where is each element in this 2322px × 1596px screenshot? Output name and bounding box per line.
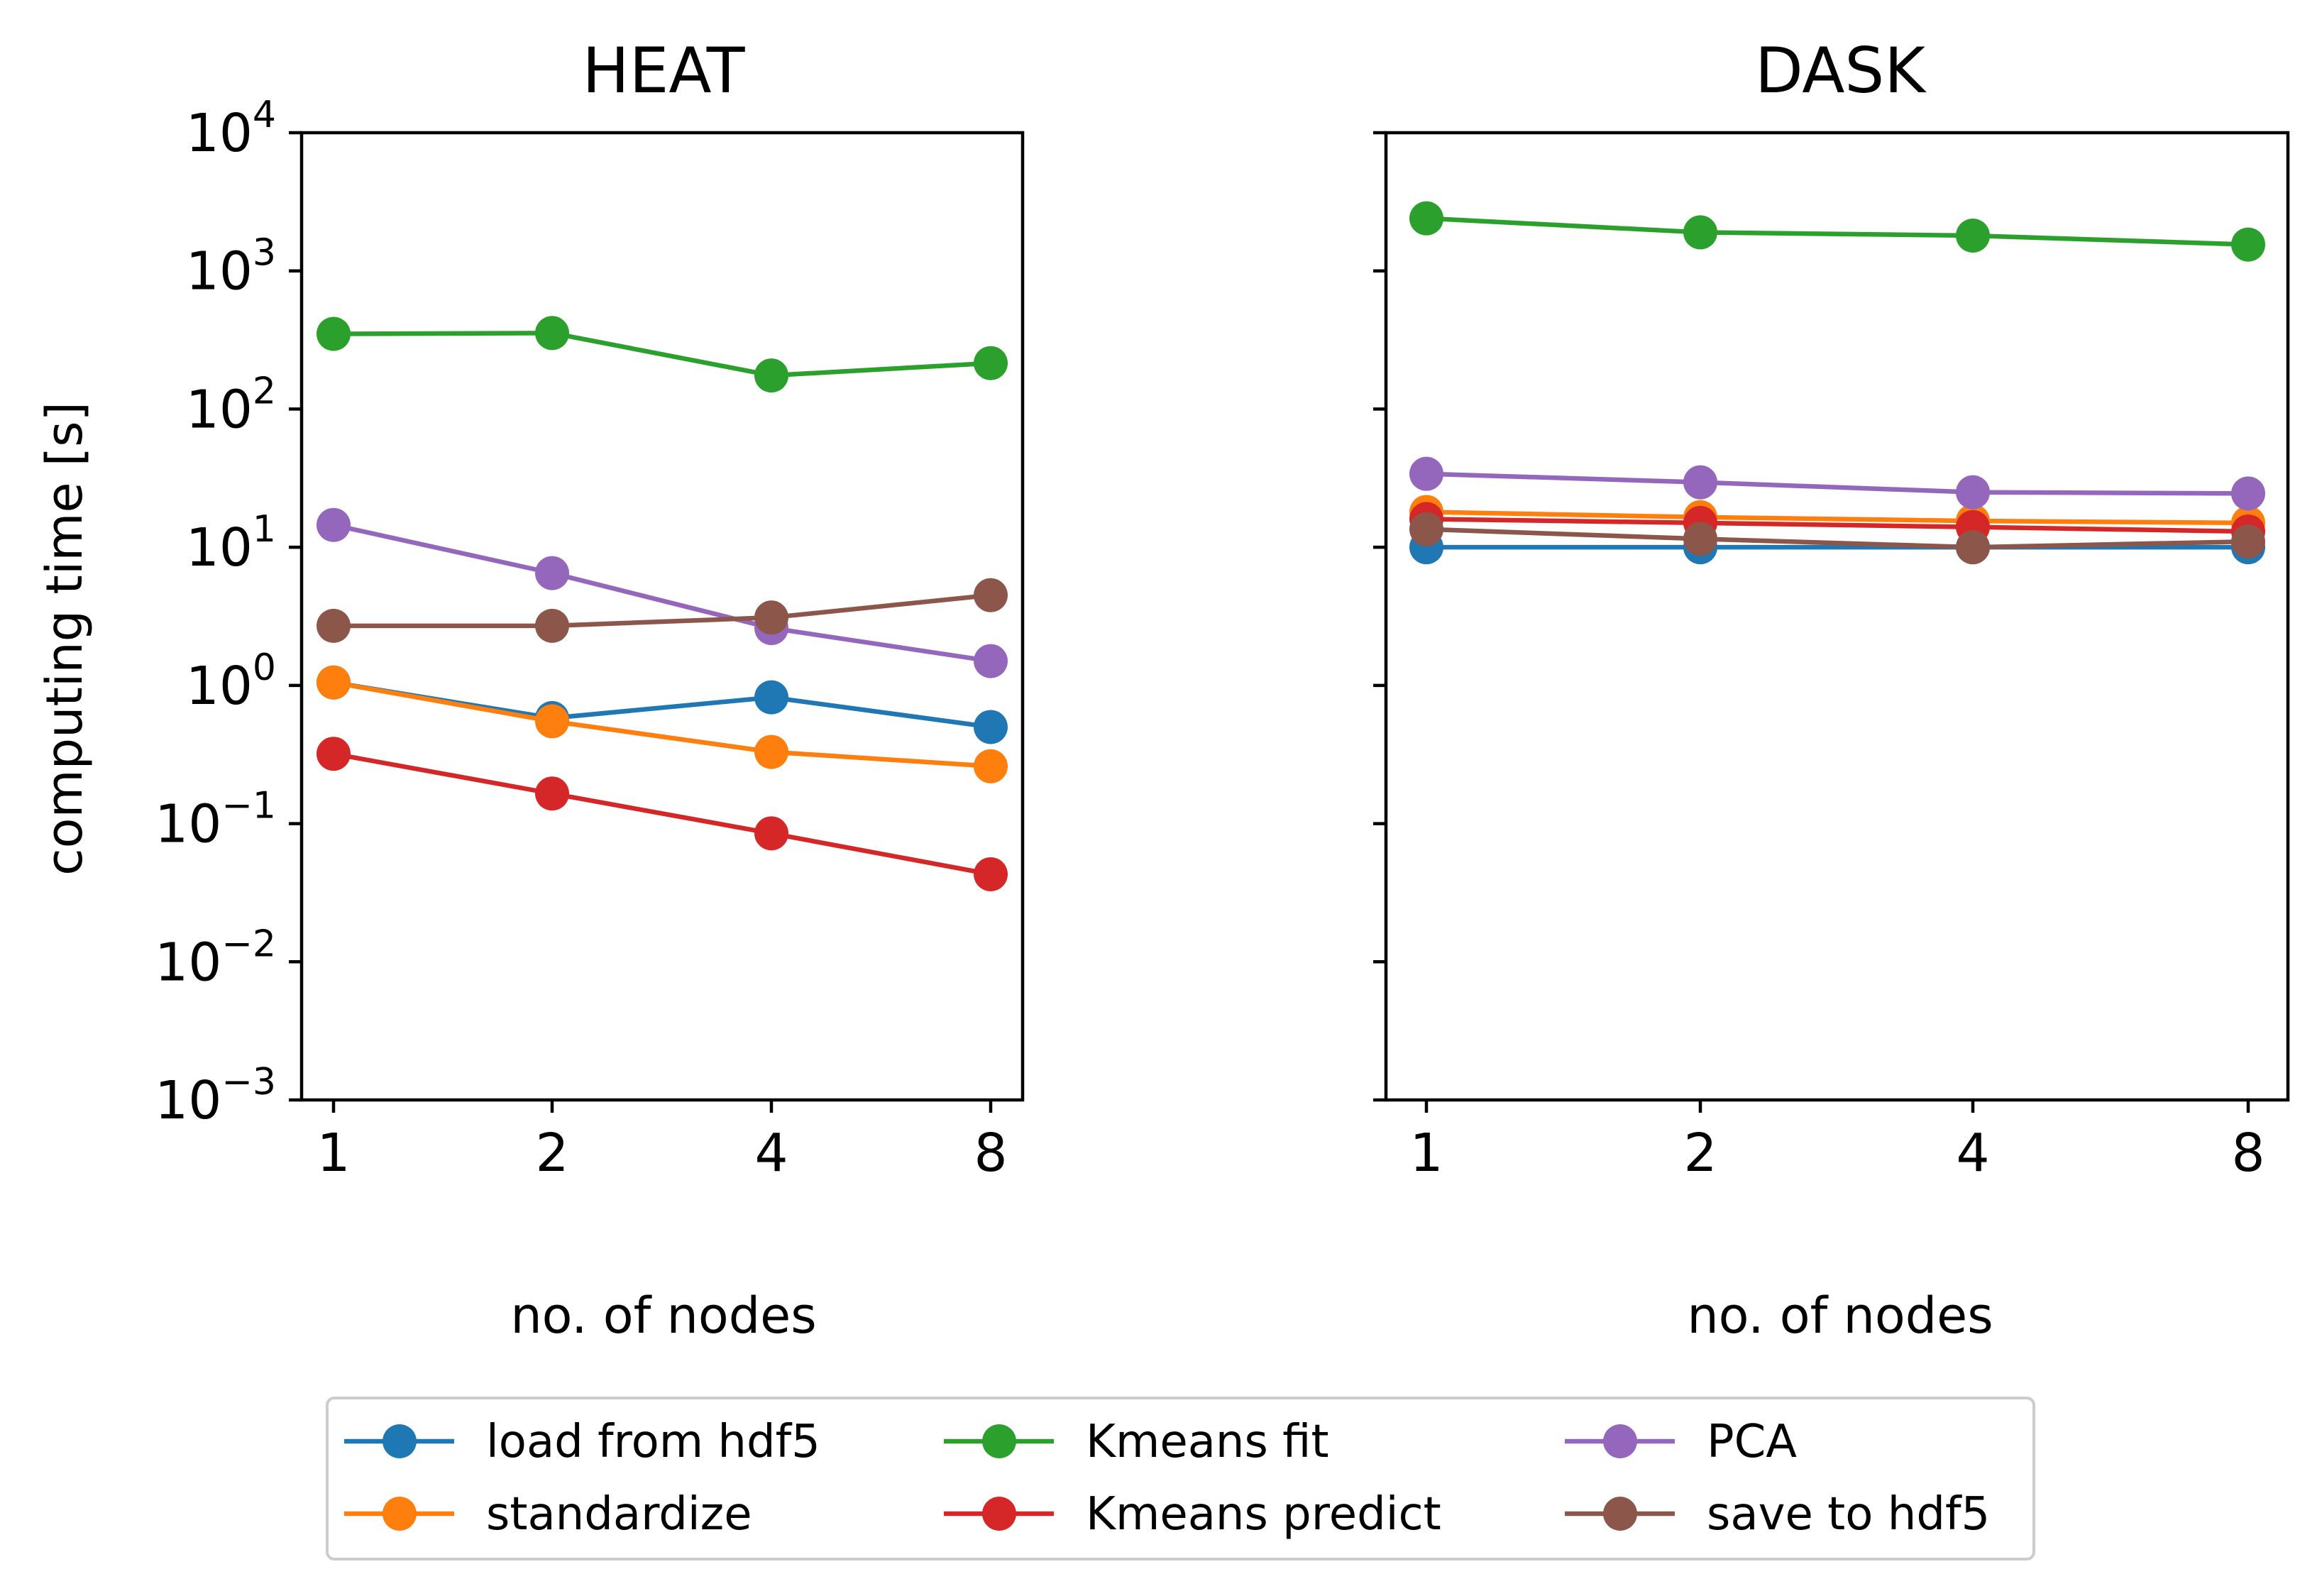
- legend-label-pca: PCA: [1707, 1416, 1797, 1468]
- legend-label-kmeans-fit: Kmeans fit: [1086, 1416, 1329, 1468]
- heat-point-load-from-hdf5-4: [754, 680, 788, 715]
- heat-point-kmeans-predict-8: [974, 857, 1008, 891]
- legend-marker-save-to-hdf5: [1603, 1497, 1637, 1531]
- dask-point-save-to-hdf5-1: [1409, 512, 1443, 546]
- heat-y-ticks: 104 103 102 101 100 10−1 10−2 10−3: [155, 94, 302, 1131]
- dask-series: [1409, 201, 2265, 565]
- heat-x-tick-label: 1: [317, 1123, 350, 1184]
- heat-y-tick-label: 104: [186, 94, 276, 164]
- dask-x-axis-label: no. of nodes: [1687, 1287, 1993, 1345]
- heat-point-standardize-8: [974, 749, 1008, 783]
- heat-point-pca-1: [317, 507, 351, 542]
- heat-axes-frame: [299, 131, 1025, 1102]
- heat-x-tick-label: 8: [974, 1123, 1007, 1184]
- heat-x-tick-label: 4: [754, 1123, 788, 1184]
- dask-point-save-to-hdf5-2: [1683, 522, 1717, 556]
- heat-point-standardize-2: [535, 704, 569, 739]
- heat-point-pca-2: [535, 556, 569, 590]
- dask-point-kmeans-fit-2: [1683, 215, 1717, 250]
- dask-x-ticks: 1 2 4 8: [1409, 1100, 2265, 1184]
- heat-point-save-to-hdf5-4: [754, 600, 788, 635]
- dask-point-pca-4: [1956, 475, 1990, 510]
- heat-y-tick-label: 101: [186, 508, 276, 578]
- dask-point-pca-8: [2231, 476, 2265, 511]
- dask-point-pca-2: [1683, 465, 1717, 500]
- heat-series: [317, 316, 1008, 891]
- heat-y-tick-label: 10−1: [155, 785, 276, 855]
- dask-y-ticks: [1373, 131, 1386, 1102]
- legend-label-load-from-hdf5: load from hdf5: [486, 1416, 820, 1468]
- heat-title: HEAT: [583, 34, 746, 107]
- dask-x-tick-label: 1: [1409, 1123, 1443, 1184]
- heat-point-kmeans-predict-4: [754, 816, 788, 851]
- legend-entry-standardize: standardize: [344, 1488, 752, 1541]
- dask-series-line-standardize: [1426, 510, 2249, 526]
- legend-label-save-to-hdf5: save to hdf5: [1707, 1488, 1990, 1541]
- heat-series-line-kmeans-fit: [333, 331, 991, 378]
- dask-point-save-to-hdf5-4: [1956, 530, 1990, 565]
- legend-label-kmeans-predict: Kmeans predict: [1086, 1488, 1441, 1541]
- heat-point-load-from-hdf5-8: [974, 710, 1008, 744]
- heat-point-standardize-1: [317, 665, 351, 700]
- heat-point-kmeans-predict-1: [317, 737, 351, 771]
- heat-series-line-pca: [333, 522, 991, 664]
- heat-point-save-to-hdf5-1: [317, 608, 351, 643]
- dask-point-save-to-hdf5-8: [2231, 524, 2265, 559]
- heat-y-tick-label: 10−3: [155, 1061, 276, 1131]
- heat-series-line-save-to-hdf5: [334, 593, 991, 629]
- heat-y-tick-label: 102: [186, 370, 276, 440]
- heat-point-standardize-4: [754, 734, 788, 769]
- dask-series-line-kmeans-predict: [1426, 517, 2249, 534]
- heat-y-tick-label: 103: [186, 232, 276, 302]
- heat-x-tick-label: 2: [535, 1123, 568, 1184]
- legend-entry-kmeans-fit: Kmeans fit: [944, 1416, 1329, 1468]
- legend-entry-kmeans-predict: Kmeans predict: [944, 1488, 1441, 1541]
- dask-point-pca-1: [1409, 456, 1443, 491]
- panel-dask: DASK no. of nodes 1 2 4 8: [1373, 34, 2290, 1345]
- dask-axes-frame: [1384, 131, 2290, 1102]
- dask-series-line-kmeans-fit: [1426, 216, 2249, 247]
- dask-x-tick-label: 2: [1683, 1123, 1717, 1184]
- legend-entry-load-from-hdf5: load from hdf5: [344, 1416, 820, 1468]
- dask-series-line-save-to-hdf5: [1426, 527, 2249, 550]
- heat-y-tick-label: 10−2: [155, 923, 276, 993]
- heat-point-save-to-hdf5-2: [535, 608, 569, 643]
- legend: load from hdf5 standardize Kmeans fit Kmean…: [326, 1397, 2035, 1561]
- dask-x-tick-label: 4: [1956, 1123, 1989, 1184]
- legend-marker-kmeans-predict: [982, 1497, 1016, 1531]
- heat-series-line-standardize: [333, 680, 991, 769]
- heat-y-tick-label: 100: [186, 646, 276, 717]
- dask-title: DASK: [1755, 34, 1927, 107]
- legend-entry-save-to-hdf5: save to hdf5: [1565, 1488, 1990, 1541]
- legend-marker-standardize: [383, 1497, 417, 1531]
- heat-point-kmeans-fit-2: [535, 316, 569, 351]
- heat-x-axis-label: no. of nodes: [510, 1287, 816, 1345]
- legend-marker-kmeans-fit: [982, 1424, 1016, 1458]
- heat-point-kmeans-fit-8: [974, 346, 1008, 380]
- heat-point-save-to-hdf5-8: [974, 578, 1008, 612]
- panel-heat: HEAT computing time [s] no. of nodes 104…: [35, 34, 1025, 1345]
- heat-point-pca-8: [974, 644, 1008, 678]
- dask-series-line-pca: [1426, 471, 2249, 496]
- heat-y-axis-label: computing time [s]: [35, 402, 94, 876]
- heat-x-ticks: 1 2 4 8: [317, 1100, 1008, 1184]
- dask-point-kmeans-fit-1: [1409, 201, 1443, 236]
- heat-point-kmeans-fit-4: [754, 358, 788, 393]
- heat-point-kmeans-predict-2: [535, 776, 569, 811]
- legend-marker-load-from-hdf5: [383, 1424, 417, 1458]
- dask-point-kmeans-fit-8: [2231, 227, 2265, 262]
- heat-point-kmeans-fit-1: [317, 317, 351, 351]
- legend-entry-pca: PCA: [1565, 1416, 1797, 1468]
- legend-marker-pca: [1603, 1424, 1637, 1458]
- dask-point-kmeans-fit-4: [1956, 219, 1990, 253]
- heat-series-line-kmeans-predict: [333, 752, 991, 877]
- dask-x-tick-label: 8: [2231, 1123, 2265, 1184]
- legend-label-standardize: standardize: [486, 1488, 752, 1541]
